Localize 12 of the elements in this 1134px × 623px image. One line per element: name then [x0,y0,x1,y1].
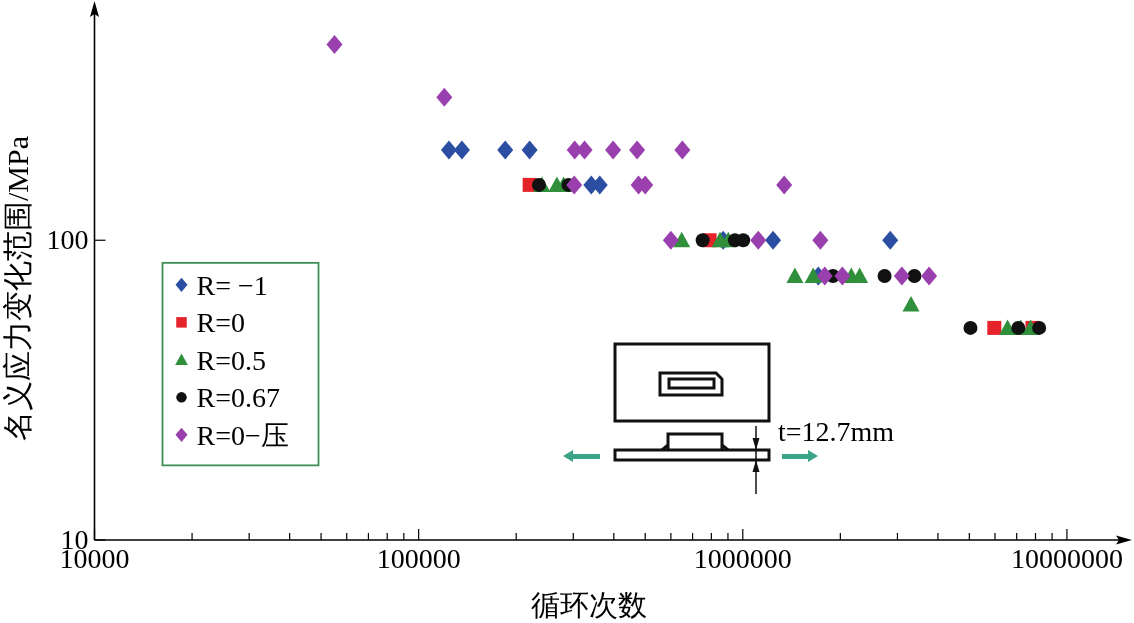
x-tick-label: 10000000 [1010,543,1123,574]
legend-label: R= −1 [196,269,268,301]
legend-label: R=0.67 [196,382,280,414]
annotation: t=12.7mm [778,416,895,447]
x-tick-label: 1000000 [693,543,792,574]
ylabel: 名义应力变化范围/MPa [1,136,34,441]
legend-label: R=0−压 [196,419,289,451]
xlabel: 循环次数 [531,589,648,621]
y-tick-label: 100 [46,224,89,256]
legend-label: R=0 [196,307,245,339]
x-tick-label: 100000 [376,543,461,574]
legend-label: R=0.5 [196,344,266,376]
